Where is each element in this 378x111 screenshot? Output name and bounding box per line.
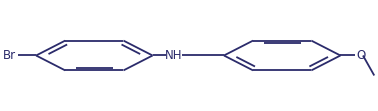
Text: O: O [356, 49, 366, 62]
Text: Br: Br [3, 49, 16, 62]
Text: NH: NH [164, 49, 182, 62]
